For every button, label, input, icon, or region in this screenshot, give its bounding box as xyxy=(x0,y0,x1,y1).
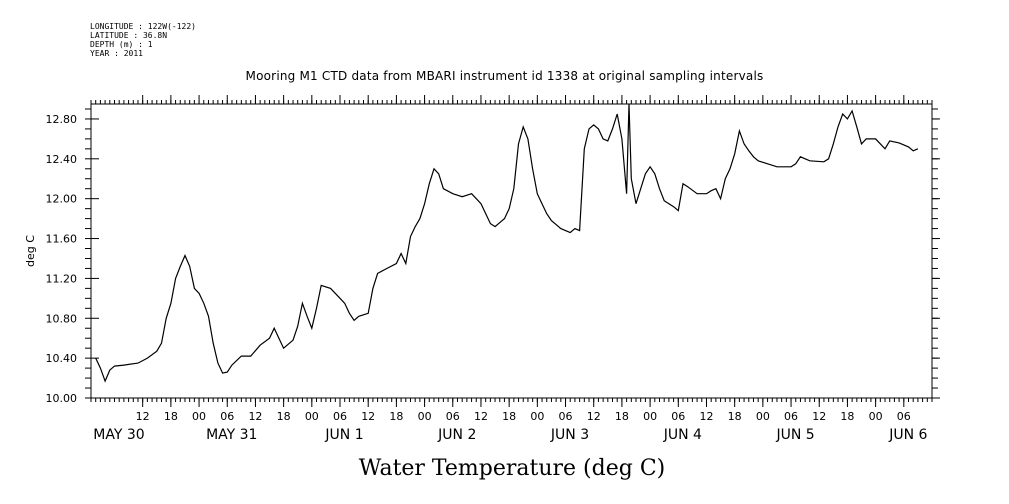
chart-title: Mooring M1 CTD data from MBARI instrumen… xyxy=(245,69,764,83)
meta-depth: DEPTH (m) : 1 xyxy=(90,40,153,49)
x-tick-label: 18 xyxy=(389,410,403,423)
x-tick-label: 00 xyxy=(643,410,657,423)
x-tick-label: 06 xyxy=(784,410,798,423)
x-tick-label: 12 xyxy=(248,410,262,423)
x-tick-label: 12 xyxy=(812,410,826,423)
plot-frame xyxy=(90,103,933,399)
x-day-label: MAY 31 xyxy=(206,427,257,443)
y-tick-label: 12.40 xyxy=(46,153,78,166)
x-tick-label: 18 xyxy=(840,410,854,423)
metadata-block: LONGITUDE : 122W(-122) LATITUDE : 36.8N … xyxy=(90,22,196,58)
x-tick-label: 00 xyxy=(192,410,206,423)
x-tick-label: 12 xyxy=(587,410,601,423)
x-tick-label: 06 xyxy=(333,410,347,423)
y-tick-label: 12.00 xyxy=(46,193,78,206)
x-day-label: MAY 30 xyxy=(93,427,144,443)
meta-longitude: LONGITUDE : 122W(-122) xyxy=(90,22,196,31)
x-day-label: JUN 5 xyxy=(775,427,814,443)
x-axis: 12 18 00 06 12 18 00 06 12 18 00 06 12 18 00 06 12 18 00 06… xyxy=(90,95,933,443)
y-tick-label: 11.60 xyxy=(46,233,78,246)
x-tick-label: 06 xyxy=(220,410,234,423)
x-tick-label: 00 xyxy=(530,410,544,423)
x-tick-label: 06 xyxy=(671,410,685,423)
x-tick-label: 06 xyxy=(897,410,911,423)
x-tick-label: 12 xyxy=(136,410,150,423)
x-tick-label: 06 xyxy=(559,410,573,423)
x-tick-label: 00 xyxy=(418,410,432,423)
x-day-label: JUN 2 xyxy=(437,427,476,443)
y-axis: 10.00 10.40 10.80 11.20 11.60 12.00 12.40 12.80 xyxy=(46,108,940,405)
x-tick-label: 18 xyxy=(277,410,291,423)
x-tick-label: 12 xyxy=(361,410,375,423)
x-day-label: JUN 4 xyxy=(663,427,702,443)
x-tick-label: 18 xyxy=(728,410,742,423)
x-tick-label: 12 xyxy=(474,410,488,423)
y-tick-label: 10.00 xyxy=(46,392,78,405)
x-tick-label: 18 xyxy=(502,410,516,423)
y-tick-label: 10.80 xyxy=(46,312,78,325)
y-tick-label: 12.80 xyxy=(46,113,78,126)
meta-year: YEAR : 2011 xyxy=(90,49,143,58)
y-tick-label: 10.40 xyxy=(46,352,78,365)
plot-border xyxy=(90,103,933,399)
x-tick-label: 12 xyxy=(699,410,713,423)
x-tick-label: 00 xyxy=(869,410,883,423)
x-tick-label: 00 xyxy=(756,410,770,423)
x-axis-label: Water Temperature (deg C) xyxy=(359,456,666,481)
x-day-label: JUN 3 xyxy=(550,427,589,443)
y-axis-label: deg C xyxy=(24,235,37,267)
series-line xyxy=(95,103,919,383)
x-tick-label: 00 xyxy=(305,410,319,423)
y-tick-label: 11.20 xyxy=(46,272,78,285)
x-tick-label: 18 xyxy=(164,410,178,423)
x-day-label: JUN 6 xyxy=(888,427,927,443)
meta-latitude: LATITUDE : 36.8N xyxy=(90,31,168,40)
x-tick-label: 18 xyxy=(615,410,629,423)
x-day-label: JUN 1 xyxy=(324,427,363,443)
series-group xyxy=(95,103,919,383)
x-tick-label: 06 xyxy=(446,410,460,423)
